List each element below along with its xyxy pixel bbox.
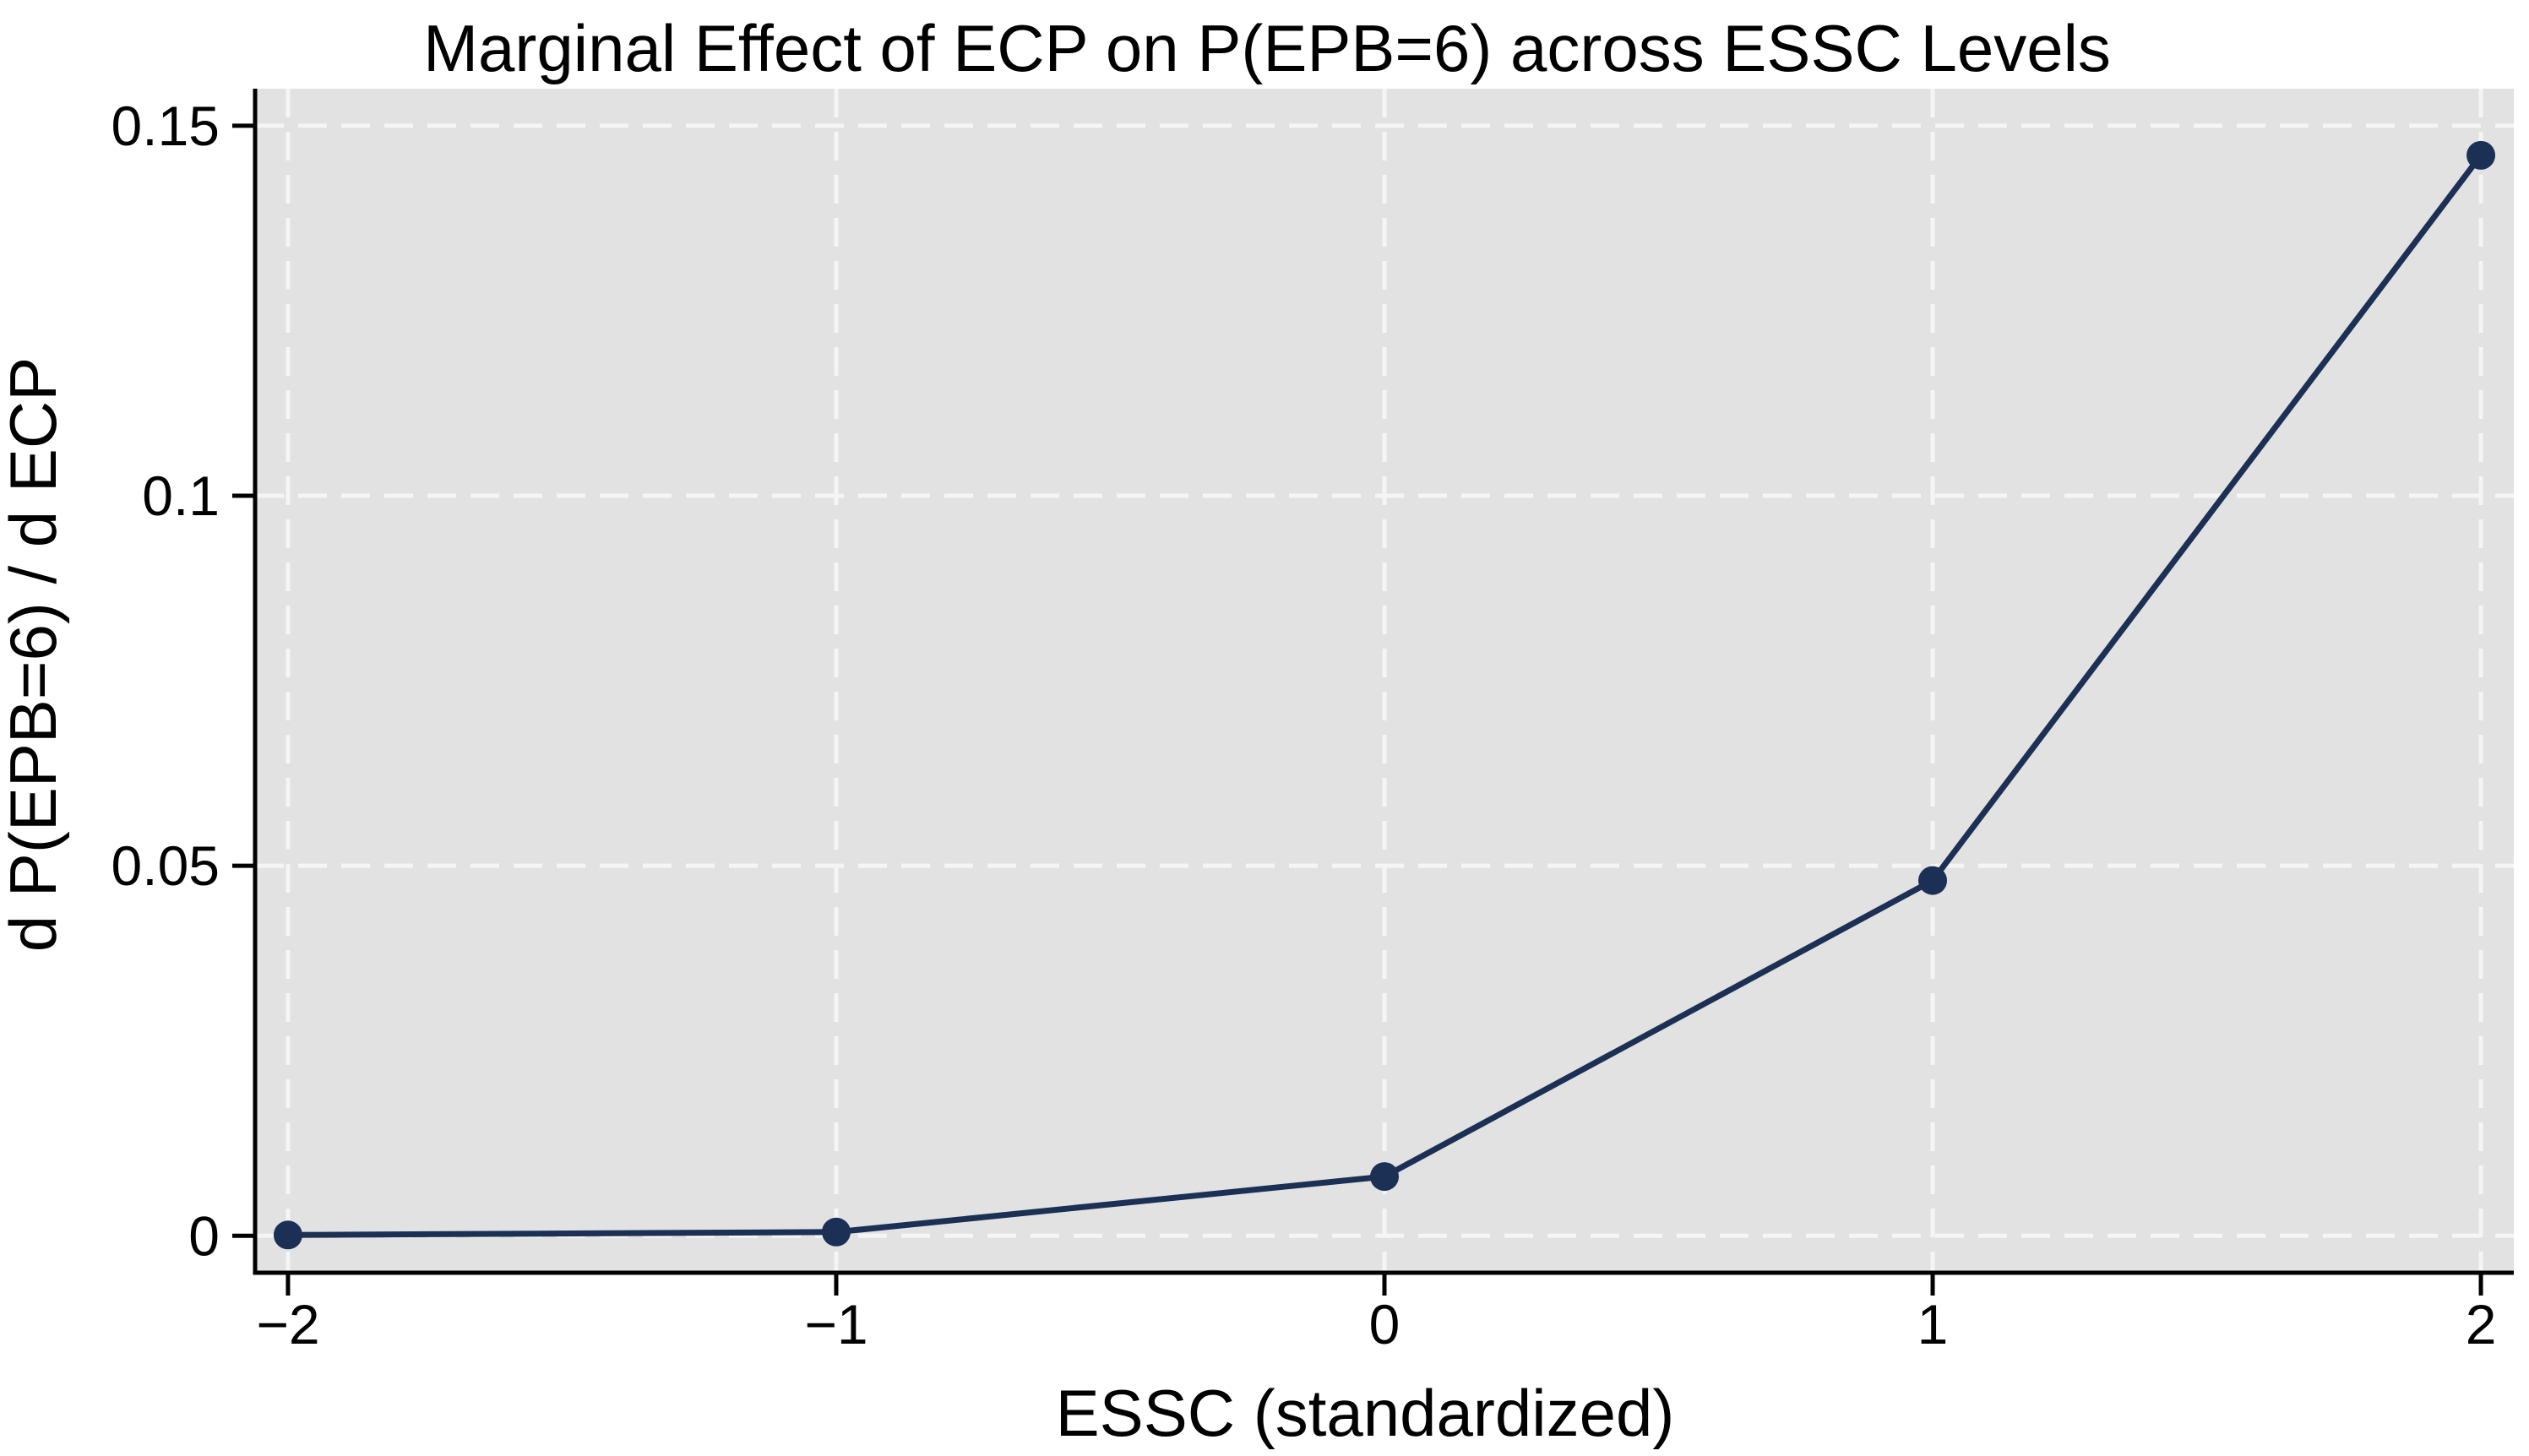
data-point xyxy=(821,1217,851,1247)
data-series xyxy=(273,140,2496,1250)
x-tick-label: 0 xyxy=(1369,1293,1400,1355)
data-point xyxy=(1370,1162,1399,1192)
y-tick-label: 0.15 xyxy=(111,95,220,157)
y-axis-title: d P(EPB=6) / d ECP xyxy=(0,357,70,952)
x-tick-label: −1 xyxy=(804,1293,867,1355)
axis-lines xyxy=(253,89,2514,1275)
x-tick-label: 2 xyxy=(2466,1293,2497,1355)
y-tick-label: 0.05 xyxy=(111,834,220,897)
data-point xyxy=(1918,866,1948,895)
data-point xyxy=(2466,140,2496,170)
tick-labels: 0 0.05 0.1 0.15 −2 −1 0 1 2 xyxy=(111,95,2497,1355)
x-axis-title: ESSC (standardized) xyxy=(1056,1376,1675,1450)
gridlines xyxy=(255,89,2514,1273)
x-tick-label: −2 xyxy=(256,1293,319,1355)
y-tick-label: 0 xyxy=(188,1204,220,1267)
axis-ticks xyxy=(232,123,2483,1296)
x-tick-label: 1 xyxy=(1917,1293,1949,1355)
data-point xyxy=(273,1220,302,1250)
chart-title: Marginal Effect of ECP on P(EPB=6) acros… xyxy=(423,11,2111,85)
y-tick-label: 0.1 xyxy=(142,465,220,527)
